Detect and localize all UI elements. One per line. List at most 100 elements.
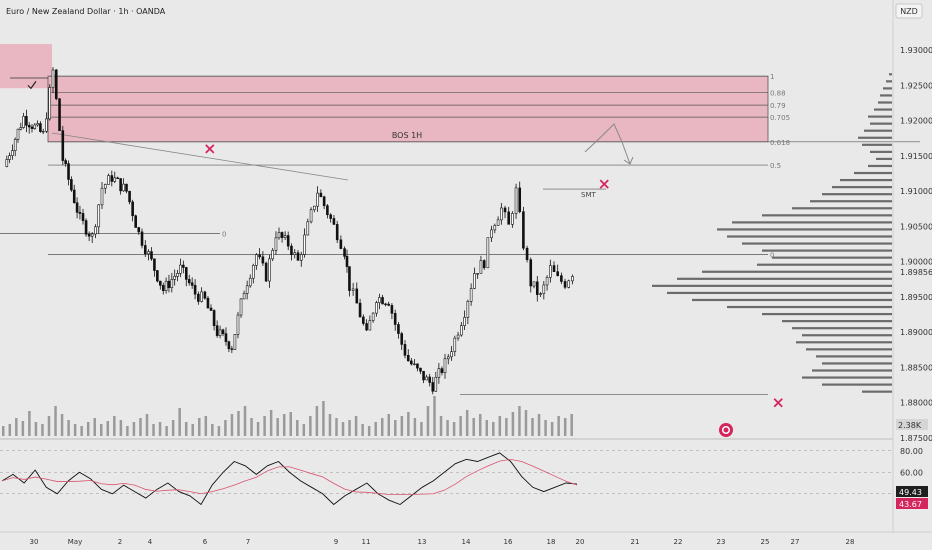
volume-bar — [407, 412, 410, 436]
price-tick: 1.89000 — [900, 328, 932, 337]
candle-body — [173, 276, 176, 280]
candle-body — [8, 155, 11, 160]
candle-body — [431, 382, 435, 392]
candle-body — [137, 227, 141, 233]
candle-body — [245, 285, 249, 294]
volume-bar — [224, 420, 227, 436]
volume-bar — [459, 416, 462, 436]
candle-body — [490, 229, 493, 239]
candle-body — [507, 211, 511, 225]
candle-body — [400, 333, 404, 345]
volume-bar — [269, 410, 273, 436]
candle-body — [348, 266, 351, 291]
profile-bar — [862, 143, 892, 146]
time-tick: 30 — [30, 538, 39, 546]
candle-body — [147, 251, 150, 255]
rsi-pane: 80.00 60.00 49.43 43.67 — [0, 438, 928, 509]
volume-bar — [165, 426, 168, 436]
candle-body — [22, 116, 25, 128]
candle-body — [358, 302, 362, 318]
profile-bar — [762, 312, 892, 316]
fib-label: 0 — [770, 252, 774, 260]
volume-bar — [394, 420, 397, 436]
candle-body — [221, 329, 225, 334]
candle-body — [387, 303, 390, 306]
volume-profile — [652, 73, 892, 393]
volume-bar — [100, 424, 103, 436]
time-tick: 23 — [717, 538, 726, 546]
candle-body — [322, 196, 326, 207]
profile-bar — [782, 320, 892, 323]
candle-body — [332, 218, 336, 225]
candle-body — [486, 237, 490, 269]
time-tick: 25 — [761, 538, 770, 546]
candle-body — [286, 235, 290, 247]
rsi-ma-value-box — [896, 498, 928, 509]
candle-body — [107, 175, 110, 185]
volume-bar — [328, 414, 332, 436]
price-tick: 1.88000 — [900, 399, 932, 408]
time-tick: 16 — [504, 538, 513, 546]
candle-body — [500, 207, 503, 221]
candle-body — [39, 123, 42, 132]
candle-body — [41, 130, 45, 133]
time-tick: 21 — [631, 538, 640, 546]
volume-bar — [67, 420, 70, 436]
candle-body — [264, 262, 268, 282]
candle-body — [45, 118, 48, 132]
candle-body — [535, 281, 539, 295]
candle-body — [316, 192, 319, 207]
candle-body — [87, 233, 91, 237]
profile-bar — [772, 256, 892, 259]
candle-body — [375, 302, 378, 314]
profile-bar — [864, 129, 892, 132]
volume-bar — [465, 410, 469, 436]
profile-bar — [889, 73, 892, 76]
candle-body — [496, 219, 500, 226]
profile-bar — [878, 101, 892, 104]
candle-body — [161, 285, 165, 291]
candle-body — [90, 233, 94, 237]
candle-body — [355, 288, 359, 304]
candle-body — [215, 325, 219, 336]
cross-mark — [205, 144, 215, 154]
replay-icon[interactable] — [719, 423, 733, 437]
price-tick: 1.90000 — [900, 258, 932, 267]
candle-body — [280, 232, 284, 238]
candle-body — [100, 187, 104, 206]
candle-body — [153, 258, 156, 271]
level-lines: 1 0.88 0.79 0.705 0.618 0.5 0 0 SMT — [0, 73, 920, 395]
volume-bar — [34, 422, 38, 436]
candle-body — [469, 288, 473, 302]
profile-bar — [816, 355, 892, 358]
candle-body — [170, 279, 174, 288]
rsi-value-box — [896, 486, 928, 497]
candle-body — [258, 254, 261, 258]
time-tick: 9 — [334, 538, 338, 546]
candle-body — [552, 265, 556, 272]
candle-body — [48, 87, 52, 120]
volume-bar — [309, 416, 312, 436]
profile-bar — [802, 376, 892, 379]
level-label: 0 — [222, 230, 226, 238]
zone-layer: BOS 1H — [0, 44, 769, 143]
price-tick: 1.89500 — [900, 293, 932, 302]
candle-body — [319, 192, 323, 198]
rsi-ma-line — [1, 458, 578, 495]
candle-body — [119, 178, 122, 192]
volume-bar — [184, 422, 188, 436]
currency-button[interactable]: NZD — [895, 3, 923, 19]
candle-body — [61, 130, 65, 161]
candle-body — [525, 247, 529, 260]
candle-body — [64, 160, 67, 164]
candle-body — [413, 363, 416, 366]
candle-body — [271, 250, 274, 260]
profile-bar — [727, 235, 892, 238]
volume-bar — [433, 396, 436, 436]
volume-bar — [400, 416, 404, 436]
profile-bar — [840, 178, 892, 182]
candle-body — [567, 280, 571, 288]
candle-body — [78, 211, 82, 214]
candle-body — [25, 116, 28, 126]
